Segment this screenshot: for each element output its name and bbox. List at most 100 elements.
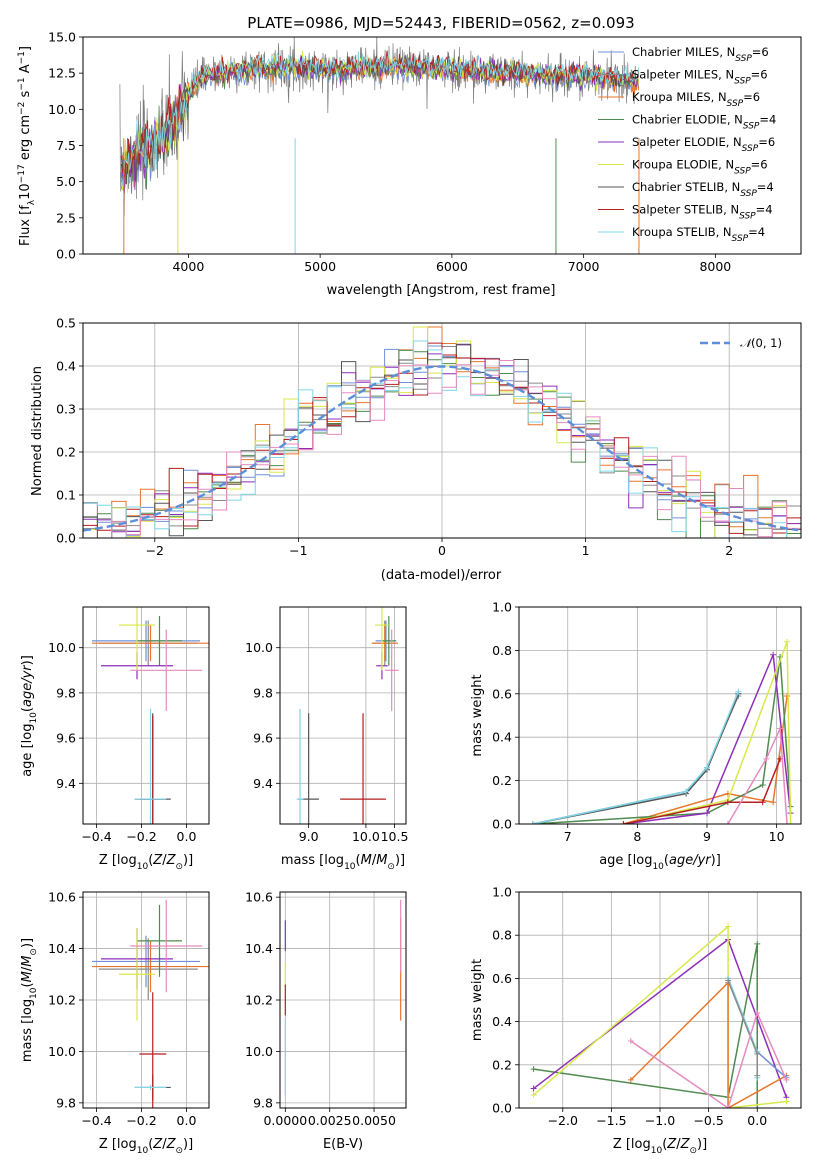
data-point-marker <box>724 799 731 806</box>
legend-label: Chabrier MILES, NSSP=6 <box>632 45 769 64</box>
data-point-marker <box>784 692 791 699</box>
legend-label: Chabrier ELODIE, NSSP=4 <box>632 113 776 132</box>
data-point-marker <box>787 821 794 824</box>
residual-histogram <box>83 326 801 538</box>
residual-histogram <box>83 340 801 538</box>
y-tick-label: 15.0 <box>48 30 76 45</box>
data-point-marker <box>620 821 627 824</box>
legend-label: 𝒩(0, 1) <box>740 336 782 350</box>
data-point-marker <box>759 781 766 788</box>
mass-vs-ebv-panel: 0.0000 0.0025 0.0050 9.8 10.0 10.2 10.4 10.6 E(B… <box>245 890 407 1152</box>
data-point-marker <box>754 1009 761 1016</box>
normal-curve <box>83 365 799 532</box>
errorbar-point <box>119 928 155 1021</box>
errorbar-point <box>296 708 304 824</box>
data-point-marker <box>704 810 710 817</box>
data-point-marker <box>759 799 766 806</box>
y-tick-label: 0.6 <box>492 971 512 986</box>
weight-series <box>630 980 787 1108</box>
y-tick-label: 9.8 <box>56 1095 76 1110</box>
errorbar-point <box>340 713 386 824</box>
y-tick-label: 0.0 <box>56 531 76 546</box>
x-axis-label: (data-model)/error <box>381 568 502 583</box>
data-point-marker <box>770 799 777 806</box>
legend-label: Kroupa MILES, NSSP=6 <box>632 90 760 109</box>
data-point-marker <box>529 821 536 824</box>
x-tick-label: 0.0 <box>177 1113 197 1128</box>
x-tick-label: 10.5 <box>381 829 409 844</box>
y-axis-label: age [log10(age/yr)] <box>20 655 39 777</box>
y-tick-label: 0.8 <box>492 928 512 943</box>
errorbar-point <box>375 607 389 671</box>
x-tick-label: 0 <box>438 543 446 558</box>
x-tick-label: 8000 <box>699 259 731 274</box>
y-tick-label: 10.2 <box>48 993 76 1008</box>
y-tick-label: 7.5 <box>56 138 76 153</box>
y-axis-label: mass [log10(M/M⊙)] <box>20 938 39 1062</box>
data-point-marker <box>777 725 784 732</box>
y-tick-label: 0.3 <box>56 402 76 417</box>
legend-label: Salpeter ELODIE, NSSP=6 <box>632 135 775 154</box>
data-point-marker <box>530 1066 537 1073</box>
y-tick-label: 9.8 <box>253 1095 273 1110</box>
x-tick-label: 0.0 <box>747 1113 767 1128</box>
errorbar-point <box>139 992 167 1108</box>
x-tick-label: 2 <box>725 543 733 558</box>
weight-vs-Z-panel: −2.0 −1.5 −1.0 −0.5 0.0 0.0 0.2 0.4 0.6 0.8 1.0 mas… <box>470 885 802 1156</box>
data-point-marker <box>754 1072 761 1079</box>
y-tick-label: 9.8 <box>56 685 76 700</box>
y-tick-label: 10.0 <box>48 1044 76 1059</box>
legend-label: Salpeter MILES, NSSP=6 <box>632 68 768 87</box>
errorbar-point <box>137 616 182 666</box>
legend: Chabrier MILES, NSSP=6 Salpeter MILES, NS… <box>598 45 776 244</box>
x-axis-label: mass [log10(M/M⊙)] <box>281 853 405 872</box>
x-axis-label: Z [log10(Z/Z⊙)] <box>613 1137 707 1156</box>
weight-vs-Z-plot-area <box>530 923 790 1108</box>
x-tick-label: −0.2 <box>126 829 156 844</box>
y-tick-label: 0.4 <box>492 1014 512 1029</box>
weight-vs-age-plot-area <box>529 638 794 824</box>
y-axis-label: mass weight <box>470 674 485 756</box>
y-tick-label: 0.0 <box>492 817 512 832</box>
y-axis-label: Normed distribution <box>30 366 45 496</box>
x-axis-label: Z [log10(Z/Z⊙)] <box>99 1137 193 1156</box>
age-vs-mass-plot-area <box>296 607 399 824</box>
errorbar-point <box>130 899 203 993</box>
errorbar-point <box>384 629 399 711</box>
y-tick-label: 9.8 <box>253 685 273 700</box>
data-point-marker <box>725 1105 732 1108</box>
age-vs-Z-plot-area <box>92 607 209 824</box>
y-tick-label: 0.2 <box>492 773 512 788</box>
data-point-marker <box>754 1051 761 1057</box>
mass-vs-Z-panel: −0.4 −0.2 0.0 9.8 10.0 10.2 10.4 10.6 Z [log10(Z… <box>20 890 210 1156</box>
weight-series <box>727 728 788 824</box>
x-tick-label: −0.2 <box>126 1113 156 1128</box>
x-tick-label: −2.0 <box>548 1113 578 1128</box>
y-tick-label: 0.8 <box>492 643 512 658</box>
y-tick-label: 0.2 <box>56 445 76 460</box>
y-tick-label: 9.6 <box>56 731 76 746</box>
y-tick-label: 9.4 <box>253 776 273 791</box>
data-point-marker <box>724 821 731 824</box>
y-tick-label: 10.6 <box>48 890 76 905</box>
y-tick-label: 0.4 <box>492 730 512 745</box>
age-vs-mass-frame <box>279 606 407 825</box>
weight-series <box>623 695 788 824</box>
x-tick-label: 6000 <box>436 259 468 274</box>
x-tick-label: 8 <box>633 829 641 844</box>
y-tick-label: 0.0 <box>492 1101 512 1116</box>
x-tick-label: 10.0 <box>352 829 380 844</box>
x-tick-label: 4000 <box>172 259 204 274</box>
data-point-marker <box>784 638 791 645</box>
y-tick-label: 9.4 <box>56 776 76 791</box>
errorbar-point <box>92 625 209 662</box>
x-tick-label: 0.0000 <box>263 1113 307 1128</box>
x-tick-label: 9 <box>703 829 711 844</box>
data-point-marker <box>783 1076 790 1083</box>
y-tick-label: 10.2 <box>245 993 273 1008</box>
errorbar-point <box>134 1084 167 1090</box>
residual-histogram <box>83 342 801 534</box>
data-point-marker <box>784 821 791 824</box>
y-tick-label: 10.0 <box>245 1044 273 1059</box>
